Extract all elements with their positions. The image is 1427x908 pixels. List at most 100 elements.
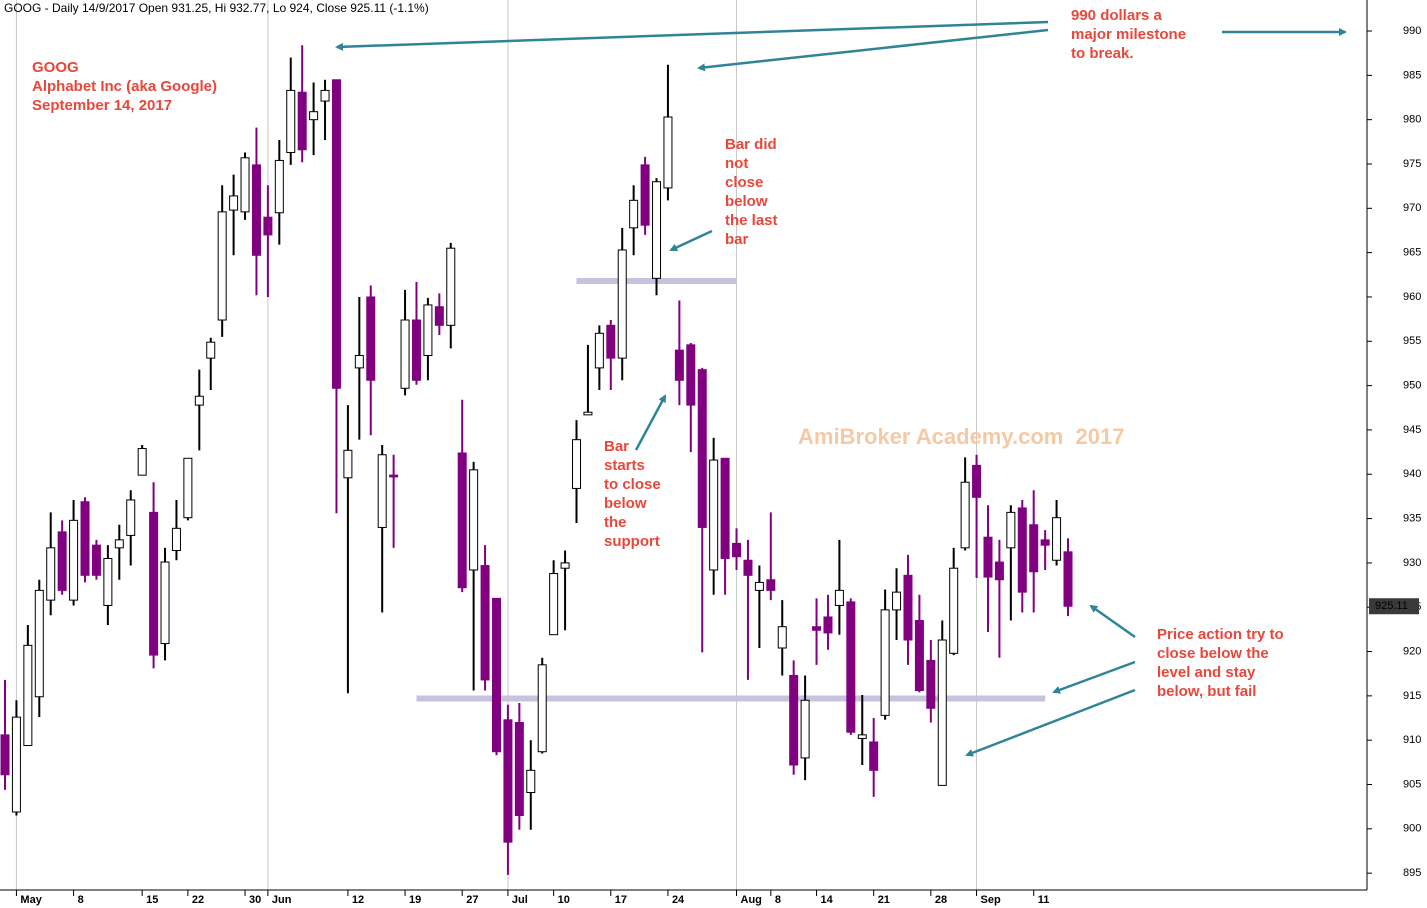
down-body [686,344,696,406]
x-tick-label: 22 [192,894,204,906]
up-body [526,769,536,793]
y-tick-label: 895 [1403,867,1421,879]
up-body [343,449,353,479]
up-body [11,716,21,813]
down-body [640,164,650,226]
up-body [709,459,719,571]
annotation-text: 990 dollars a [1071,7,1163,24]
down-body [57,531,67,591]
up-body [583,411,593,416]
down-body [366,296,376,381]
annotation-text: starts [604,457,645,474]
up-body [423,304,433,356]
arrow [1089,604,1136,639]
down-body [869,741,879,771]
x-tick-label: 28 [935,894,947,906]
arrow [697,28,1049,72]
up-body [400,319,410,389]
annotation-text: Alphabet Inc (aka Google) [32,78,217,95]
down-body [732,542,742,558]
axes: 8959009059109159209259309359409459509559… [15,25,1421,906]
annotation-text: close below the [1157,645,1269,662]
annotation-text: GOOG [32,59,79,76]
x-tick-label: Aug [741,894,762,906]
down-body [606,324,616,359]
annotation-text: to break. [1071,45,1134,62]
down-body [80,501,90,576]
down-body [503,719,513,843]
up-body [103,557,113,606]
up-body [857,734,867,739]
annotation-text: below [604,495,647,512]
up-body [23,644,33,747]
up-body [126,499,136,536]
annotation-text: the [604,514,627,531]
y-tick-label: 965 [1403,247,1421,259]
up-body [880,609,890,716]
down-body [331,79,341,389]
up-body [286,89,296,153]
y-tick-label: 915 [1403,690,1421,702]
up-body [114,539,124,549]
up-body [194,395,204,406]
y-tick-label: 955 [1403,335,1421,347]
down-body [720,457,730,559]
x-tick-label: 24 [672,894,685,906]
y-tick-label: 985 [1403,69,1421,81]
down-body [983,536,993,578]
up-body [937,639,947,786]
x-tick-label: May [20,894,42,906]
up-body [892,591,902,611]
up-body [69,519,79,601]
up-body [137,448,147,476]
up-body [377,454,387,528]
x-tick-label: 8 [78,894,84,906]
annotation-text: not [725,155,748,172]
up-body [469,469,479,571]
last-price-box [1369,598,1419,615]
y-tick-label: 920 [1403,645,1421,657]
annotation-text: close [725,174,763,191]
x-tick-label: 8 [775,894,781,906]
up-body [560,562,570,569]
up-body [1006,511,1016,549]
down-body [674,349,684,381]
down-body [743,559,753,576]
arrow [965,688,1136,757]
annotation-text: below [725,193,768,210]
annotation-text: below, but fail [1157,683,1256,700]
up-body [777,626,787,649]
annotation-text: support [604,533,660,550]
down-body [0,734,10,776]
x-tick-label: 15 [146,894,158,906]
up-body [1052,517,1062,561]
up-body [320,89,330,102]
y-tick-label: 945 [1403,424,1421,436]
annotation-text: to close [604,476,661,493]
last-price-label: 925.11 [1375,600,1408,612]
up-body [183,457,193,519]
up-body [274,159,284,214]
down-body [411,319,421,381]
candles [0,45,1073,875]
up-body [629,199,639,229]
annotation-text: Bar [604,438,629,455]
down-body [389,474,399,478]
chart-title: GOOG - Daily 14/9/2017 Open 931.25, Hi 9… [4,1,429,15]
down-body [263,216,273,236]
annotation-text: major milestone [1071,26,1186,43]
down-body [903,574,913,641]
up-body [446,247,456,326]
annotation-text: level and stay [1157,664,1256,681]
up-body [617,249,627,359]
arrow [335,20,1049,51]
down-body [823,616,833,634]
up-body [754,581,764,591]
x-tick-label: 11 [1038,894,1050,906]
x-tick-label: Jul [512,894,528,906]
y-tick-label: 960 [1403,291,1421,303]
arrow [634,394,667,451]
up-body [537,664,547,753]
